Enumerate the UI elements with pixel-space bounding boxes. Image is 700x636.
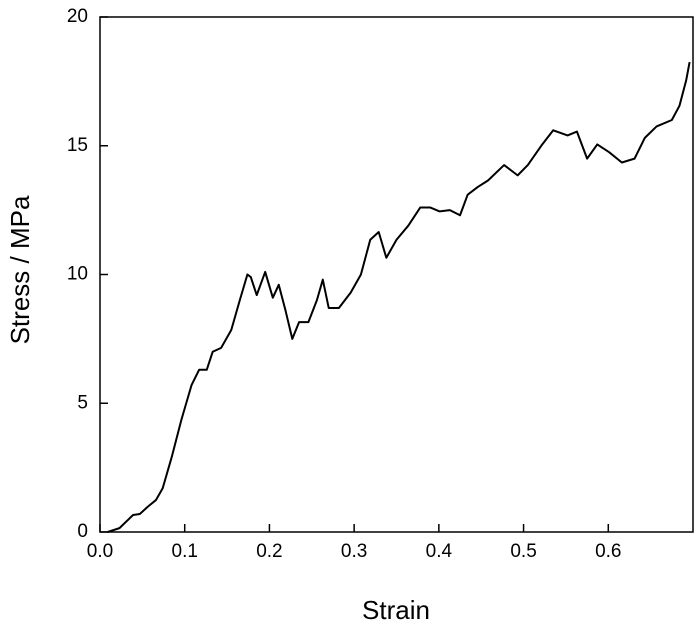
x-axis-label: Strain xyxy=(362,595,430,625)
plot-frame xyxy=(99,16,694,533)
x-tick-label: 0.5 xyxy=(510,541,536,562)
x-tick-label: 0.2 xyxy=(256,541,282,562)
y-tick-label: 15 xyxy=(67,135,88,156)
y-tick-label: 20 xyxy=(67,6,88,27)
y-tick-label: 0 xyxy=(77,521,88,542)
x-tick-label: 0.1 xyxy=(172,541,198,562)
x-tick-label: 0.3 xyxy=(341,541,367,562)
x-tick-label: 0.0 xyxy=(87,541,113,562)
x-tick-label: 0.4 xyxy=(426,541,453,562)
data-line xyxy=(107,61,691,533)
y-axis-label: Stress / MPa xyxy=(5,195,35,344)
y-tick-label: 5 xyxy=(77,392,88,413)
x-tick-label: 0.6 xyxy=(595,541,621,562)
y-tick-label: 10 xyxy=(67,264,88,285)
